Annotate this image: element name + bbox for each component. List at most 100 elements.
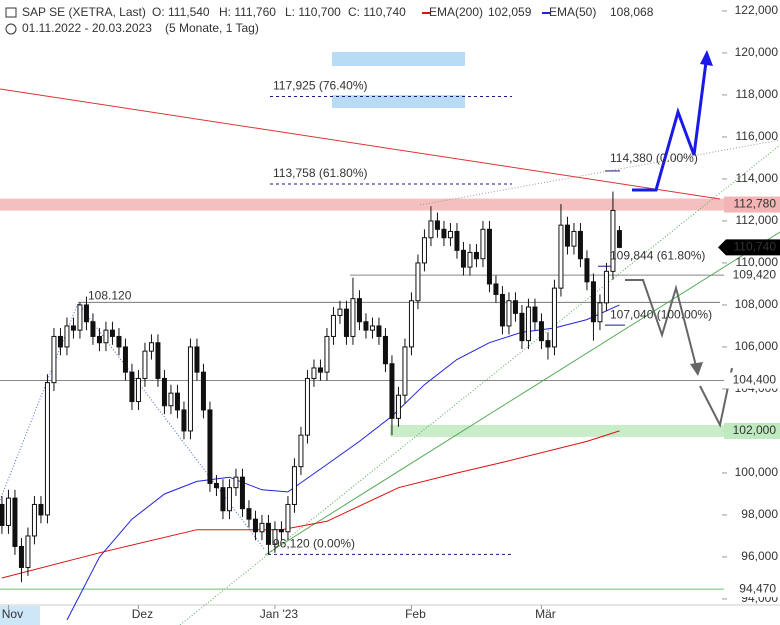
candle-body: [311, 367, 317, 379]
candle-body: [506, 300, 512, 327]
candle-body: [571, 230, 577, 247]
icon: [5, 23, 17, 35]
candle-body: [233, 476, 239, 489]
candle-body: [90, 321, 96, 337]
candle-body: [64, 325, 70, 348]
level-label-box: [724, 422, 780, 439]
icon: [5, 7, 17, 18]
candle-body: [12, 497, 18, 547]
ema-line: [1, 430, 620, 579]
target-zone: [332, 52, 465, 66]
candle-body: [122, 346, 128, 373]
candle-body: [298, 434, 304, 468]
fib-label: 114,380 (0.00%): [610, 151, 698, 165]
y-tick-label: 120,000: [735, 45, 779, 59]
target-zone: [332, 95, 465, 108]
level-label-box: [724, 267, 780, 284]
candle-body: [460, 249, 466, 268]
x-tick-label: Jan '23: [260, 607, 299, 621]
candle-body: [363, 321, 369, 331]
x-tick-label: Feb: [405, 607, 426, 621]
candle-body: [532, 306, 538, 323]
level-label-box: [724, 372, 780, 389]
candle-body: [480, 228, 486, 260]
candle-body: [194, 346, 200, 373]
period: (5 Monate, 1 Tag): [165, 21, 259, 35]
level-label: 104,400: [733, 373, 777, 387]
trend-line: [419, 139, 780, 206]
level-label: 109,420: [733, 267, 777, 281]
fib-label: 108.120: [88, 289, 132, 303]
candle-body: [148, 342, 154, 352]
arrowhead: [700, 50, 713, 66]
date-range: 01.11.2022 - 20.03.2023: [22, 21, 152, 35]
candle-body: [161, 377, 167, 407]
level-label-box: [724, 581, 780, 598]
fib-label: 107,040 (100.00%): [610, 307, 712, 321]
y-tick-label: 98,000: [741, 507, 778, 521]
projection-arrow: [625, 279, 697, 367]
y-tick-label: 96,000: [741, 549, 778, 563]
candle-body: [493, 283, 499, 295]
x-tick-label: Dez: [132, 607, 153, 621]
candle-body: [415, 262, 421, 302]
candle-body: [109, 329, 115, 337]
y-tick-label: 112,000: [736, 213, 779, 227]
candle-body: [304, 377, 310, 436]
y-tick-label: 122,000: [735, 3, 779, 17]
level-label: 94,470: [739, 581, 776, 595]
candle-body: [395, 394, 401, 419]
candle-body: [486, 228, 492, 285]
y-tick-label: 106,000: [735, 339, 779, 353]
candle-body: [525, 306, 531, 342]
candle-body: [70, 325, 76, 331]
ohlc: O: 111,540: [152, 5, 210, 19]
last-price-box: [718, 239, 780, 256]
candle-body: [356, 298, 362, 323]
y-tick-label: 108,000: [735, 297, 779, 311]
candle-body: [558, 224, 564, 289]
y-tick-label: 100,000: [735, 465, 779, 479]
level-label-box: [724, 196, 780, 213]
candle-body: [116, 335, 122, 348]
candle-body: [499, 293, 505, 327]
month-highlight: [0, 606, 40, 625]
candle-body: [324, 335, 330, 373]
ohlc: L: 110,700: [285, 5, 341, 19]
last-price-label: 110,740: [734, 240, 777, 254]
candle-body: [285, 503, 291, 533]
candle-body: [174, 392, 180, 411]
legend-value: 108,068: [610, 5, 654, 19]
x-tick-label: Nov: [2, 607, 23, 621]
candle-body: [38, 503, 44, 516]
candle-body: [239, 476, 245, 510]
legend-name: EMA(200): [429, 5, 483, 19]
fib-label: 96,120 (0.00%): [273, 537, 355, 551]
candle-body: [0, 503, 5, 526]
candle-body: [369, 325, 375, 331]
candle-body: [597, 302, 603, 323]
projection-arrow: [632, 61, 708, 192]
candle-body: [545, 340, 551, 348]
candle-body: [350, 298, 356, 337]
trend-line: [179, 144, 780, 625]
candle-body: [5, 497, 11, 526]
candle-body: [168, 392, 174, 407]
candle-body: [96, 335, 102, 344]
candle-body: [207, 409, 213, 484]
candle-body: [454, 230, 460, 251]
candle-body: [103, 329, 109, 344]
candle-body: [31, 503, 37, 537]
candle-body: [213, 482, 219, 489]
candle-body: [519, 312, 525, 342]
level-band: [390, 424, 780, 437]
candle-body: [129, 371, 135, 403]
header: SAP SE (XETRA, Last) O: 111,540 H: 111,7…: [5, 5, 406, 35]
y-tick-label: 118,000: [736, 87, 779, 101]
candle-body: [616, 230, 622, 248]
candle-body: [343, 308, 349, 337]
candle-body: [382, 335, 388, 365]
candle-body: [272, 529, 278, 545]
level-label: 112,780: [734, 197, 777, 211]
candle-body: [317, 367, 323, 373]
